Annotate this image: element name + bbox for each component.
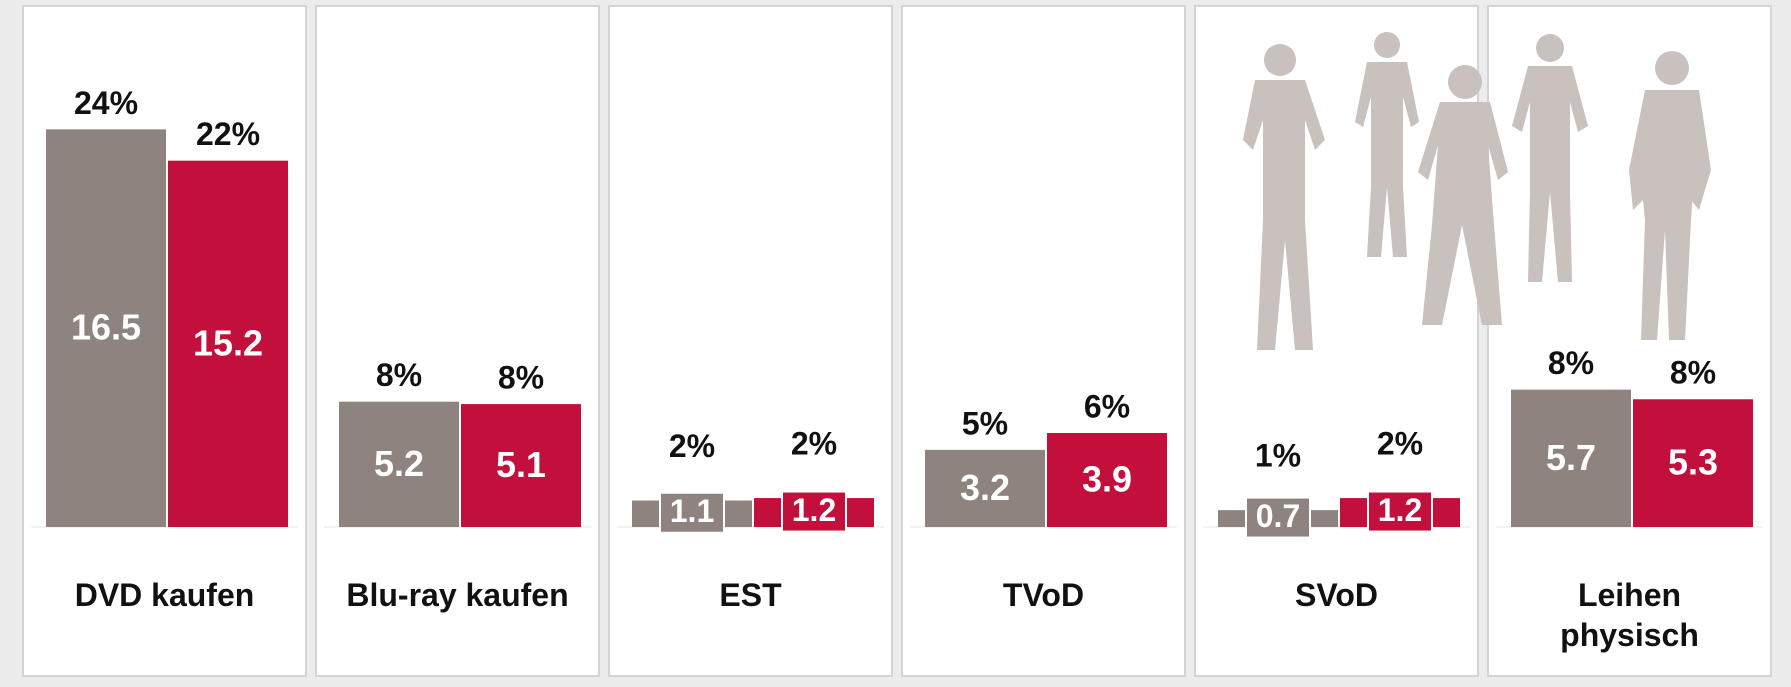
value-label: 5.2 [374, 443, 424, 484]
category-label: EST [609, 575, 892, 615]
chart: 16.5 24% 5.2 8% 1.1 2% 3.2 5% 0.7 1% 5.7 8% 15.2 22% 5… [0, 0, 1791, 687]
share-label: 2% [669, 428, 715, 464]
value-label: 1.1 [670, 493, 714, 529]
share-label: 6% [1084, 388, 1130, 424]
value-label: 3.2 [960, 467, 1010, 508]
share-label: 8% [1548, 345, 1594, 381]
category-label: Leihen physisch [1488, 575, 1771, 655]
category-label: DVD kaufen [23, 575, 306, 615]
value-label: 16.5 [71, 307, 141, 348]
value-label: 3.9 [1082, 459, 1132, 500]
share-label: 1% [1255, 438, 1301, 474]
value-label: 15.2 [193, 322, 263, 363]
share-label: 22% [196, 116, 260, 152]
share-label: 2% [791, 426, 837, 462]
value-label: 0.7 [1256, 498, 1300, 534]
share-label: 8% [376, 357, 422, 393]
share-label: 8% [498, 360, 544, 396]
value-label: 1.2 [1378, 492, 1422, 528]
value-label: 5.1 [496, 444, 546, 485]
value-label: 5.7 [1546, 437, 1596, 478]
share-label: 8% [1670, 355, 1716, 391]
category-label: TVoD [902, 575, 1185, 615]
share-label: 2% [1377, 426, 1423, 462]
share-label: 24% [74, 85, 138, 121]
value-label: 1.2 [792, 492, 836, 528]
category-label: SVoD [1195, 575, 1478, 615]
category-label: Blu-ray kaufen [316, 575, 599, 615]
value-label: 5.3 [1668, 442, 1718, 483]
share-label: 5% [962, 405, 1008, 441]
